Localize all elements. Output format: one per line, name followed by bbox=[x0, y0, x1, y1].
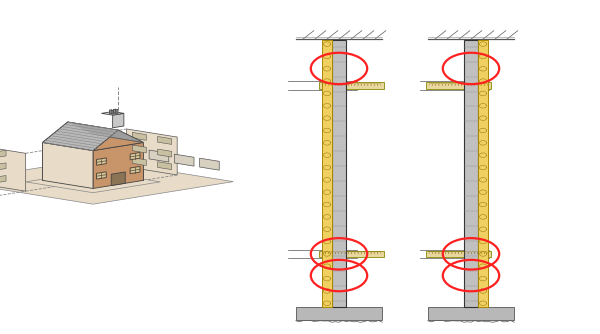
FancyBboxPatch shape bbox=[426, 250, 491, 257]
FancyBboxPatch shape bbox=[426, 82, 491, 89]
FancyBboxPatch shape bbox=[322, 40, 332, 307]
FancyBboxPatch shape bbox=[319, 82, 384, 89]
Polygon shape bbox=[132, 145, 146, 153]
Polygon shape bbox=[130, 153, 140, 160]
Polygon shape bbox=[111, 172, 125, 186]
FancyBboxPatch shape bbox=[319, 250, 384, 257]
Polygon shape bbox=[43, 122, 118, 151]
Polygon shape bbox=[175, 154, 194, 166]
Polygon shape bbox=[0, 150, 6, 158]
Polygon shape bbox=[0, 175, 6, 183]
FancyBboxPatch shape bbox=[464, 40, 478, 307]
FancyBboxPatch shape bbox=[332, 40, 346, 307]
Polygon shape bbox=[113, 109, 116, 113]
FancyBboxPatch shape bbox=[296, 307, 382, 320]
Polygon shape bbox=[0, 163, 6, 170]
Polygon shape bbox=[132, 132, 146, 140]
Polygon shape bbox=[93, 143, 143, 188]
Polygon shape bbox=[112, 110, 114, 114]
Polygon shape bbox=[113, 113, 124, 128]
Polygon shape bbox=[158, 162, 172, 170]
Polygon shape bbox=[110, 110, 112, 114]
Polygon shape bbox=[0, 145, 26, 191]
Polygon shape bbox=[43, 134, 93, 180]
Polygon shape bbox=[116, 110, 118, 114]
FancyBboxPatch shape bbox=[428, 307, 514, 320]
Polygon shape bbox=[149, 150, 169, 162]
Polygon shape bbox=[43, 122, 93, 143]
Polygon shape bbox=[93, 130, 143, 151]
Polygon shape bbox=[127, 129, 177, 175]
Polygon shape bbox=[132, 158, 146, 166]
Polygon shape bbox=[68, 122, 143, 143]
Polygon shape bbox=[26, 171, 160, 193]
Polygon shape bbox=[0, 159, 233, 204]
Polygon shape bbox=[93, 134, 143, 180]
FancyBboxPatch shape bbox=[478, 40, 488, 307]
Polygon shape bbox=[43, 143, 93, 188]
Polygon shape bbox=[97, 158, 106, 165]
Polygon shape bbox=[200, 158, 219, 170]
Polygon shape bbox=[158, 137, 172, 144]
Polygon shape bbox=[130, 166, 140, 174]
Polygon shape bbox=[97, 172, 106, 179]
Polygon shape bbox=[101, 112, 124, 115]
Polygon shape bbox=[158, 149, 172, 157]
